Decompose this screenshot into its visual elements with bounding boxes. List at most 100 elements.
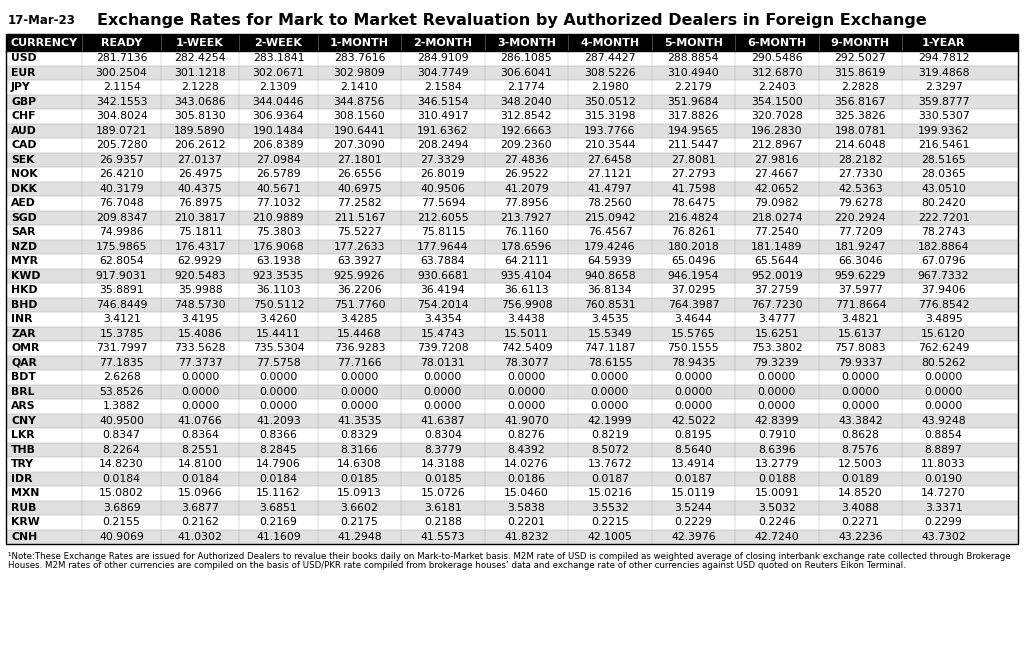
Text: 0.0000: 0.0000	[674, 387, 713, 397]
Text: 77.1835: 77.1835	[99, 358, 144, 368]
Text: 53.8526: 53.8526	[99, 387, 144, 397]
Text: 78.6155: 78.6155	[588, 358, 632, 368]
Text: 746.8449: 746.8449	[96, 300, 147, 310]
Text: 208.2494: 208.2494	[417, 140, 469, 150]
Bar	[6, 355, 1018, 370]
Text: 63.3927: 63.3927	[337, 256, 382, 266]
Text: 64.5939: 64.5939	[588, 256, 632, 266]
Text: 27.8081: 27.8081	[671, 155, 716, 165]
Text: 2.1228: 2.1228	[181, 82, 219, 92]
Text: 753.3802: 753.3802	[751, 343, 803, 353]
Text: 8.3166: 8.3166	[341, 445, 378, 454]
Text: 77.1032: 77.1032	[256, 198, 301, 208]
Text: 15.4411: 15.4411	[256, 329, 301, 339]
Text: 42.8399: 42.8399	[755, 416, 799, 426]
Text: 920.5483: 920.5483	[174, 271, 226, 281]
Text: 27.4836: 27.4836	[504, 155, 549, 165]
Text: 0.2271: 0.2271	[842, 517, 880, 527]
Text: 42.0652: 42.0652	[755, 184, 800, 194]
Text: 281.7136: 281.7136	[96, 53, 147, 63]
Bar	[6, 167, 1018, 181]
Text: 80.5262: 80.5262	[922, 358, 966, 368]
Bar	[6, 399, 1018, 413]
Text: NZD: NZD	[11, 242, 37, 252]
Text: ¹Note:These Exchange Rates are issued for Authorized Dealers to revalue their bo: ¹Note:These Exchange Rates are issued fo…	[8, 552, 1011, 561]
Text: HKD: HKD	[11, 286, 38, 295]
Text: 209.8347: 209.8347	[96, 213, 147, 223]
Text: 3.5032: 3.5032	[758, 503, 796, 512]
Text: 0.0000: 0.0000	[507, 372, 546, 382]
Text: 312.8542: 312.8542	[501, 111, 552, 121]
Text: 14.8100: 14.8100	[177, 459, 222, 469]
Text: NOK: NOK	[11, 170, 38, 179]
Text: 15.1162: 15.1162	[256, 488, 301, 498]
Text: 750.1555: 750.1555	[668, 343, 719, 353]
Text: 344.0446: 344.0446	[253, 96, 304, 107]
Text: 925.9926: 925.9926	[334, 271, 385, 281]
Text: 15.0091: 15.0091	[755, 488, 800, 498]
Text: 2.1584: 2.1584	[424, 82, 462, 92]
Text: 79.3239: 79.3239	[755, 358, 799, 368]
Text: CHF: CHF	[11, 111, 36, 121]
Text: AUD: AUD	[11, 126, 37, 136]
Text: 751.7760: 751.7760	[334, 300, 385, 310]
Text: 286.1085: 286.1085	[501, 53, 552, 63]
Text: 0.0000: 0.0000	[758, 387, 796, 397]
Text: 194.9565: 194.9565	[668, 126, 719, 136]
Text: 14.3188: 14.3188	[421, 459, 465, 469]
Text: 320.7028: 320.7028	[751, 111, 803, 121]
Text: 41.2079: 41.2079	[504, 184, 549, 194]
Text: 76.4567: 76.4567	[588, 228, 632, 237]
Text: 222.7201: 222.7201	[918, 213, 970, 223]
Text: TRY: TRY	[11, 459, 34, 469]
Text: 748.5730: 748.5730	[174, 300, 226, 310]
Text: 306.6041: 306.6041	[501, 68, 552, 78]
Text: 0.8276: 0.8276	[508, 430, 546, 440]
Text: 343.0686: 343.0686	[174, 96, 226, 107]
Text: 76.8261: 76.8261	[671, 228, 716, 237]
Text: 41.6387: 41.6387	[421, 416, 465, 426]
Text: 191.6362: 191.6362	[417, 126, 469, 136]
Text: CAD: CAD	[11, 140, 37, 150]
Text: 13.7672: 13.7672	[588, 459, 632, 469]
Text: 310.4940: 310.4940	[668, 68, 719, 78]
Text: 0.0000: 0.0000	[181, 387, 219, 397]
Text: 41.4797: 41.4797	[588, 184, 632, 194]
Bar	[6, 457, 1018, 471]
Text: 196.2830: 196.2830	[751, 126, 803, 136]
Text: 350.0512: 350.0512	[584, 96, 636, 107]
Text: BDT: BDT	[11, 372, 36, 382]
Text: 3.4777: 3.4777	[758, 314, 796, 324]
Text: 40.4375: 40.4375	[178, 184, 222, 194]
Text: 41.8232: 41.8232	[504, 532, 549, 542]
Text: 306.9364: 306.9364	[253, 111, 304, 121]
Text: 0.0000: 0.0000	[925, 387, 963, 397]
Text: DKK: DKK	[11, 184, 37, 194]
Text: 77.2540: 77.2540	[755, 228, 800, 237]
Bar	[6, 283, 1018, 297]
Text: 300.2504: 300.2504	[95, 68, 147, 78]
Bar	[6, 181, 1018, 196]
Text: 27.4667: 27.4667	[755, 170, 799, 179]
Text: 41.2948: 41.2948	[337, 532, 382, 542]
Text: MYR: MYR	[11, 256, 38, 266]
Text: 26.8019: 26.8019	[421, 170, 465, 179]
Text: 0.0000: 0.0000	[674, 401, 713, 411]
Text: 8.3779: 8.3779	[424, 445, 462, 454]
Text: 2-WEEK: 2-WEEK	[255, 38, 302, 48]
Text: 77.7209: 77.7209	[838, 228, 883, 237]
Text: 78.0131: 78.0131	[421, 358, 465, 368]
Text: KRW: KRW	[11, 517, 40, 527]
Text: 37.2759: 37.2759	[755, 286, 799, 295]
Text: 40.9500: 40.9500	[99, 416, 144, 426]
Text: 2.3297: 2.3297	[925, 82, 963, 92]
Text: 0.0000: 0.0000	[340, 401, 379, 411]
Text: 0.0188: 0.0188	[758, 474, 796, 484]
Text: 0.0186: 0.0186	[508, 474, 546, 484]
Text: 754.2014: 754.2014	[417, 300, 469, 310]
Text: 14.7906: 14.7906	[256, 459, 301, 469]
Text: 218.0274: 218.0274	[751, 213, 803, 223]
Text: 36.2206: 36.2206	[337, 286, 382, 295]
Text: 0.7910: 0.7910	[758, 430, 796, 440]
Text: SAR: SAR	[11, 228, 36, 237]
